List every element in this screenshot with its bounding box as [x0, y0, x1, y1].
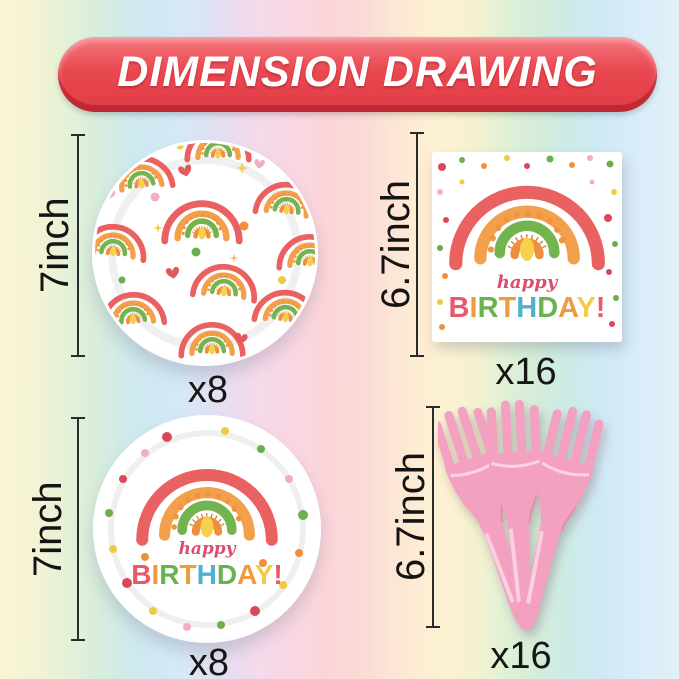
birthday-letter: R — [477, 292, 499, 324]
forks-dimension-line — [426, 406, 440, 628]
napkin-birthday-text: BIRTHDAY! — [432, 294, 622, 323]
birthday-letter: Y — [254, 559, 274, 590]
birthday-letter: ! — [273, 559, 283, 590]
forks-dimension-label: 6.7inch — [389, 452, 433, 582]
birthday-letter: B — [448, 292, 470, 324]
rainbow-pattern-plate — [92, 140, 318, 366]
pattern-plate-dimension-label: 7inch — [33, 197, 77, 294]
birthday-letter: T — [498, 292, 517, 324]
pattern-plate-dimension-line — [71, 134, 85, 357]
birthday-letter: B — [131, 559, 152, 590]
birthday-plate: happy BIRTHDAY! — [93, 415, 321, 643]
birthday-letter: D — [216, 559, 238, 590]
birthday-letter: A — [237, 559, 255, 590]
napkin-dimension-line — [410, 132, 424, 357]
birthday-plate-dimension-line — [71, 417, 85, 641]
birthday-plate-art — [105, 427, 308, 631]
pattern-plate-count: x8 — [187, 369, 229, 411]
plate-birthday-text: BIRTHDAY! — [93, 561, 321, 589]
birthday-letter: T — [179, 559, 197, 590]
birthday-letter: I — [469, 292, 478, 324]
birthday-letter: A — [558, 292, 577, 324]
birthday-letter: ! — [595, 292, 606, 324]
pink-forks — [438, 396, 610, 634]
birthday-plate-dimension-label: 7inch — [26, 481, 70, 577]
birthday-letter: R — [159, 559, 180, 590]
napkin-art — [437, 155, 619, 330]
birthday-letter: H — [516, 292, 538, 324]
page-title: DIMENSION DRAWING — [117, 48, 598, 96]
birthday-letter: H — [196, 559, 217, 590]
forks-art — [438, 396, 609, 634]
plate-happy-text: happy — [178, 539, 236, 559]
napkin-dimension-label: 6.7inch — [374, 180, 418, 309]
napkin-count: x16 — [495, 351, 557, 393]
title-banner: DIMENSION DRAWING — [58, 37, 657, 112]
birthday-letter: I — [151, 559, 160, 590]
plate-polka-dots — [105, 427, 308, 631]
napkin-happy-text: happy — [496, 272, 558, 293]
pattern-plate-art — [92, 143, 318, 366]
birthday-plate-count: x8 — [188, 642, 230, 679]
napkin-polka-dots — [437, 155, 619, 330]
birthday-letter: Y — [576, 292, 596, 324]
birthday-letter: D — [537, 292, 559, 324]
birthday-napkin: happy BIRTHDAY! — [432, 152, 622, 342]
forks-count: x16 — [490, 635, 552, 677]
